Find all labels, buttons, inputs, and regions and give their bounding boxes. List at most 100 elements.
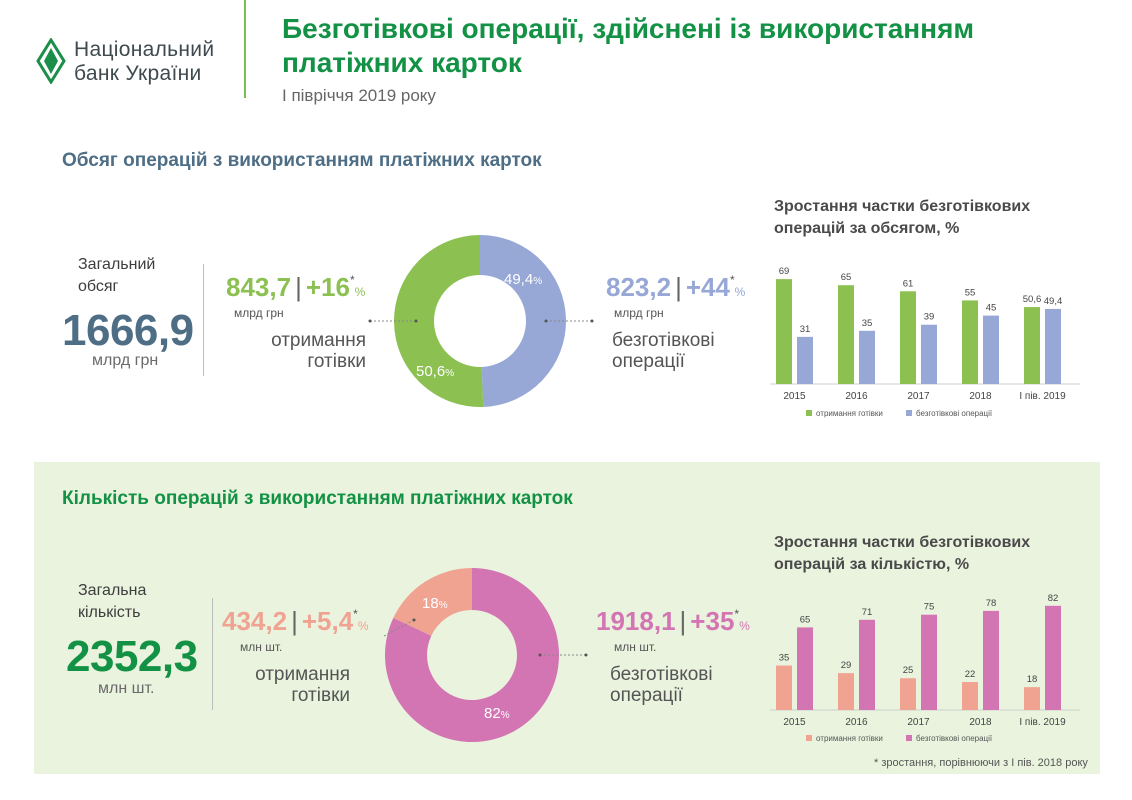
volume-cashless-desc-2: операції xyxy=(612,351,685,372)
count-chart-bar-label: 71 xyxy=(862,607,873,618)
volume-chart-bar xyxy=(859,330,875,384)
volume-donut-slice-2 xyxy=(480,235,566,407)
count-donut-label-cash: 18% xyxy=(422,595,448,612)
volume-chart-bar xyxy=(983,315,999,384)
count-chart-tick-label: 2016 xyxy=(845,717,868,728)
count-chart-tick-label: І пів. 2019 xyxy=(1019,717,1066,728)
pct-sign: % xyxy=(734,285,746,299)
volume-chart-bar xyxy=(838,285,854,384)
asterisk: * xyxy=(349,273,355,287)
count-donut-slice-2 xyxy=(385,568,559,742)
volume-cash-desc: отримання готівки xyxy=(262,330,366,372)
count-chart-tick-label: 2015 xyxy=(783,717,806,728)
volume-chart-legend-label: безготівкові операції xyxy=(916,409,993,418)
count-donut-chart: 18% 82% xyxy=(383,568,588,742)
leader-dot xyxy=(412,618,416,622)
count-cashless-growth: +35 xyxy=(690,606,735,636)
count-cash-metric: 434,2 | +5,4*% xyxy=(222,606,369,637)
count-cash-growth: +5,4 xyxy=(301,606,354,636)
count-chart-legend-label: отримання готівки xyxy=(816,734,883,743)
volume-chart-legend-label: отримання готівки xyxy=(816,409,883,418)
volume-chart-bar xyxy=(1024,307,1040,384)
separator: | xyxy=(291,606,298,636)
leader-dot xyxy=(544,319,548,323)
count-chart-bar xyxy=(983,610,999,710)
count-chart-bar xyxy=(859,619,875,710)
volume-chart-bar xyxy=(797,336,813,384)
volume-cash-unit: млрд грн xyxy=(234,306,284,320)
count-cash-unit: млн шт. xyxy=(240,640,283,654)
separator: | xyxy=(295,272,302,302)
volume-bar-chart: 69 31 2015 65 35 2016 61 39 2017 55 45 2018 50,6 49,4… xyxy=(770,266,1080,418)
volume-chart-bar-label: 45 xyxy=(986,303,997,314)
volume-chart-bar-label: 65 xyxy=(841,272,852,283)
page-subtitle: І півріччя 2019 року xyxy=(282,86,436,105)
separator: | xyxy=(675,272,682,302)
volume-bar-chart-title: Зростання частки безготівкових операцій … xyxy=(774,198,1031,237)
volume-chart-bar-label: 39 xyxy=(924,312,935,323)
footnote: * зростання, порівнюючи з І пів. 2018 ро… xyxy=(874,757,1088,769)
count-total-label: Загальна кількість xyxy=(78,580,146,624)
volume-cash-metric: 843,7 | +16*% xyxy=(226,272,365,303)
volume-total-value: 1666,9 xyxy=(62,306,194,355)
asterisk: * xyxy=(729,273,735,287)
count-chart-bar xyxy=(1045,605,1061,710)
count-divider xyxy=(212,598,213,710)
volume-cash-value: 843,7 xyxy=(226,272,292,302)
count-cash-desc-2: готівки xyxy=(291,685,350,706)
volume-chart-bar xyxy=(962,300,978,384)
volume-cashless-desc: безготівкові операції xyxy=(612,330,715,372)
pct-sign: % xyxy=(354,285,366,299)
count-total-label-1: Загальна xyxy=(78,582,147,599)
page-title: Безготівкові операції, здійснені із вико… xyxy=(282,13,975,78)
volume-chart-bar-label: 35 xyxy=(862,318,873,329)
separator: | xyxy=(679,606,687,636)
count-donut-label-cashless: 82% xyxy=(484,705,510,722)
volume-chart-tick-label: І пів. 2019 xyxy=(1019,391,1066,402)
count-cash-value: 434,2 xyxy=(222,606,288,636)
volume-chart-bar-label: 55 xyxy=(965,287,976,298)
asterisk: * xyxy=(734,607,740,621)
count-chart-bar-label: 22 xyxy=(965,669,976,680)
count-cashless-unit: млн шт. xyxy=(614,640,657,654)
volume-chart-bar xyxy=(900,291,916,384)
volume-section-title: Обсяг операцій з використанням платіжних… xyxy=(62,150,542,171)
count-donut-slice-1 xyxy=(393,568,472,636)
volume-chart-tick-label: 2016 xyxy=(845,391,868,402)
volume-donut-slice-1 xyxy=(393,235,484,407)
volume-donut-label-cashless: 49,4% xyxy=(504,271,542,288)
nbu-logo-icon xyxy=(36,38,66,84)
count-bar-chart-title: Зростання частки безготівкових операцій … xyxy=(774,534,1031,573)
count-section-title: Кількість операцій з використанням платі… xyxy=(62,488,573,509)
volume-cashless-growth: +44 xyxy=(685,272,730,302)
volume-donut-label-cash: 50,6% xyxy=(416,363,454,380)
volume-chart-bar-label: 31 xyxy=(800,324,811,335)
count-bar-chart: 35 65 2015 29 71 2016 25 75 2017 22 78 2018 18 82 І пі… xyxy=(770,593,1080,743)
volume-donut-chart: 50,6% 49,4% xyxy=(368,235,594,407)
volume-total-label-1: Загальний xyxy=(78,256,156,273)
count-chart-bar xyxy=(962,682,978,710)
volume-cash-desc-1: отримання xyxy=(271,330,366,351)
count-chart-bar-label: 29 xyxy=(841,660,852,671)
count-chart-bar-label: 65 xyxy=(800,614,811,625)
logo-text: Національний банк України xyxy=(74,38,214,86)
count-chart-bar xyxy=(1024,687,1040,710)
pct-sign: % xyxy=(357,619,369,633)
count-cash-desc-1: отримання xyxy=(255,664,350,685)
count-total-value: 2352,3 xyxy=(66,632,198,681)
volume-chart-bar-label: 61 xyxy=(903,278,914,289)
count-total-unit: млн шт. xyxy=(98,680,155,697)
count-chart-tick-label: 2018 xyxy=(969,717,992,728)
volume-chart-bar-label: 69 xyxy=(779,266,790,277)
count-chart-bar xyxy=(921,614,937,710)
volume-chart-legend-swatch xyxy=(806,410,812,416)
count-chart-legend-swatch xyxy=(806,735,812,741)
leader-dot xyxy=(590,319,594,323)
count-chart-legend-label: безготівкові операції xyxy=(916,734,993,743)
volume-chart-bar xyxy=(921,324,937,384)
volume-chart-legend-swatch xyxy=(906,410,912,416)
count-chart-bar xyxy=(797,627,813,710)
leader-line xyxy=(383,619,415,637)
volume-chart-bar xyxy=(776,279,792,384)
count-total-label-2: кількість xyxy=(78,604,141,621)
